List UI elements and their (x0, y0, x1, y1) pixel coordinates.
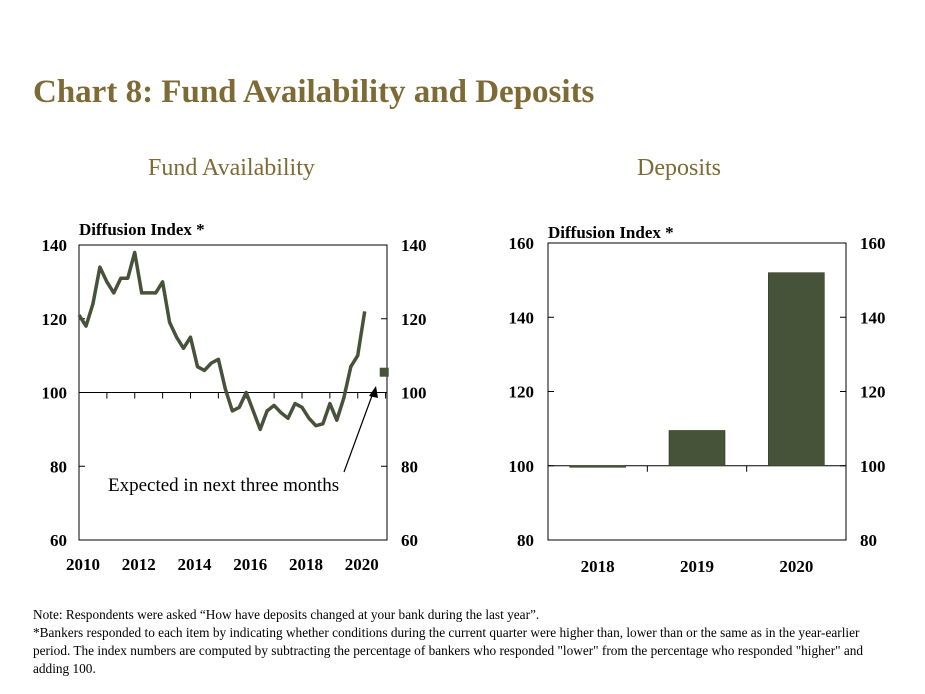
deposits-bar (569, 465, 626, 468)
note-line: Note: Respondents were asked “How have d… (33, 607, 540, 622)
footnote-definition: *Bankers responded to each item by indic… (33, 625, 864, 676)
deposits-y-tick-label-right: 80 (860, 531, 877, 550)
deposits-x-tick-label: 2018 (581, 557, 615, 576)
fund-y-tick-label-right: 80 (401, 457, 418, 476)
fund-x-tick-label: 2012 (122, 555, 156, 574)
fund-x-tick-label: 2014 (177, 555, 212, 574)
fund-availability-line (77, 250, 367, 432)
deposits-y-tick-label-left: 80 (517, 531, 534, 550)
deposits-x-tick-label: 2020 (779, 557, 813, 576)
expected-marker (379, 367, 389, 377)
deposits-bar (668, 430, 726, 467)
fund-availability-subtitle: Fund Availability (148, 155, 315, 181)
deposits-subtitle: Deposits (637, 155, 721, 181)
deposits-y-tick-label-left: 140 (509, 308, 535, 327)
fund-x-tick-label: 2016 (233, 555, 267, 574)
fund-y-tick-label-right: 60 (401, 531, 418, 550)
fund-x-tick-label: 2020 (345, 555, 379, 574)
fund-x-tick-label: 2010 (66, 555, 100, 574)
charts-canvas: 60 60 80 80 100 100 120 120 140 140 2010 2012 2014 20… (42, 220, 886, 576)
expected-annotation: Expected in next three months (108, 475, 339, 496)
deposits-x-tick-label: 2019 (680, 557, 714, 576)
deposits-y-tick-label-left: 100 (509, 457, 535, 476)
fund-y-tick-label-right: 100 (401, 384, 427, 403)
fund-y-tick-label-left: 100 (42, 384, 68, 403)
deposits-y-tick-label-left: 120 (509, 383, 535, 402)
fund-y-tick-label-left: 80 (50, 457, 67, 476)
deposits-y-tick-label-right: 100 (860, 457, 886, 476)
footnotes: Note: Respondents were asked “How have d… (33, 606, 893, 678)
fund-y-tick-label-left: 140 (42, 236, 68, 255)
deposits-y-tick-label-right: 160 (860, 234, 886, 253)
fund-y-tick-label-right: 140 (401, 236, 427, 255)
fund-y-axis-title: Diffusion Index * (79, 220, 205, 239)
annotation-arrow-head (369, 386, 378, 398)
deposits-y-tick-label-left: 160 (509, 234, 535, 253)
deposits-y-tick-label-right: 120 (860, 383, 886, 402)
deposits-y-tick-label-right: 140 (860, 308, 886, 327)
fund-y-tick-label-left: 120 (42, 310, 68, 329)
fund-x-tick-label: 2018 (289, 555, 323, 574)
deposits-bar (768, 272, 825, 467)
annotation-arrow-line (343, 392, 374, 473)
fund-y-tick-label-left: 60 (50, 531, 67, 550)
fund-y-tick-label-right: 120 (401, 310, 427, 329)
page-title: Chart 8: Fund Availability and Deposits (33, 74, 595, 110)
deposits-y-axis-title: Diffusion Index * (548, 223, 674, 242)
